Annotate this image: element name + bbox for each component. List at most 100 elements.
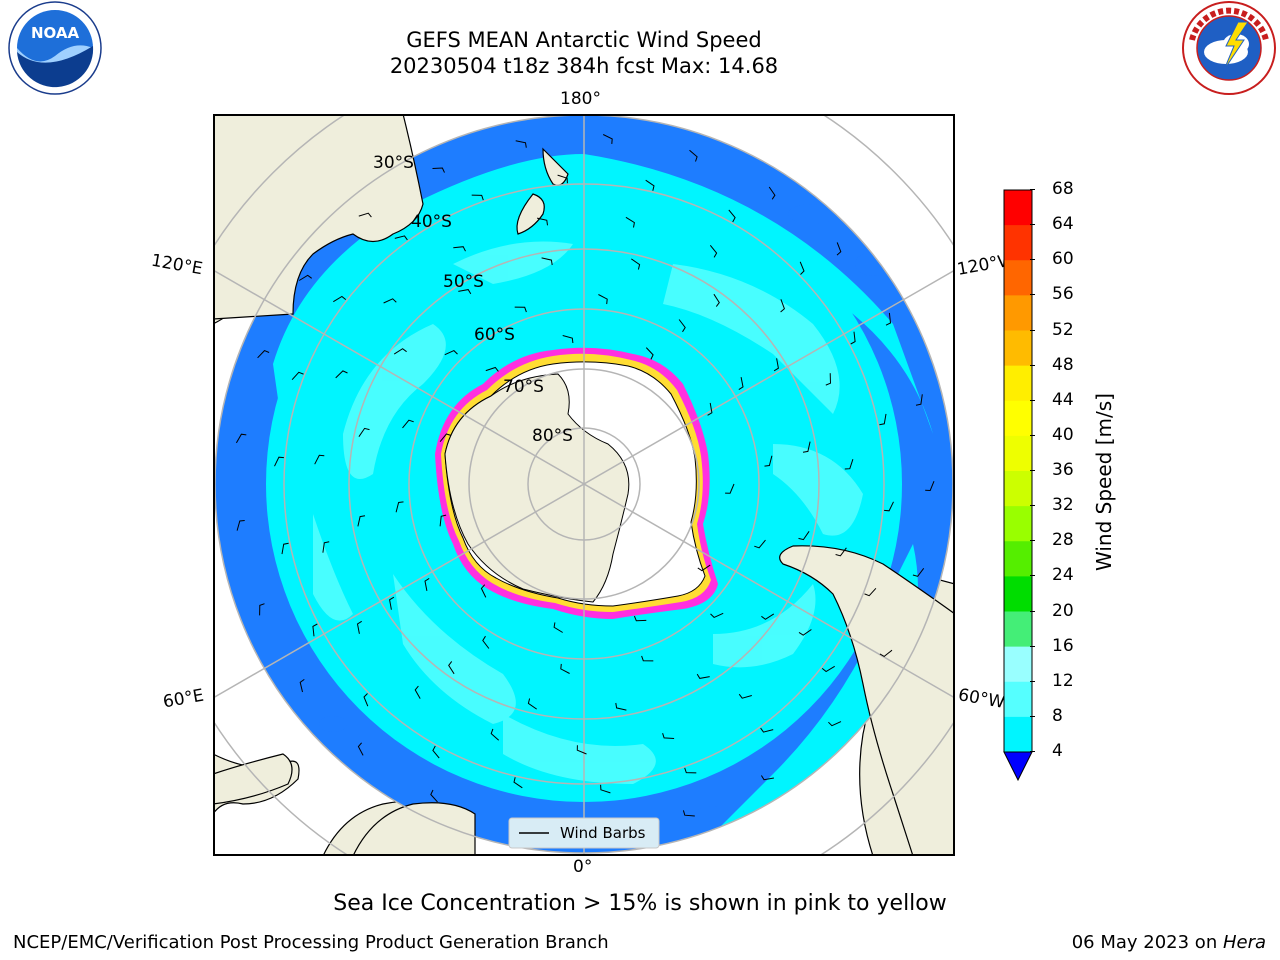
- wind-barb: [448, 661, 455, 675]
- colorbar-segment: [1004, 681, 1032, 718]
- colorbar-tick-label: 64: [1030, 214, 1074, 234]
- wind-barb: [312, 623, 318, 637]
- footer-date-text: 06 May 2023 on: [1071, 932, 1223, 953]
- wind-barb: [678, 319, 686, 333]
- wind-barb: [482, 635, 490, 649]
- wind-barb: [689, 149, 698, 162]
- wind-barb: [395, 501, 404, 513]
- wind-barb: [754, 539, 766, 549]
- wind-barb: [453, 246, 466, 252]
- colorbar-tick-label: 4: [1030, 741, 1063, 761]
- wind-barb: [432, 167, 445, 173]
- wind-barb: [389, 596, 395, 610]
- colorbar-tick-label: 32: [1030, 495, 1074, 515]
- colorbar-segment: [1004, 330, 1032, 367]
- wind-barb: [259, 603, 265, 616]
- footer-branch: NCEP/EMC/Verification Post Processing Pr…: [13, 932, 609, 953]
- wind-barb: [356, 620, 362, 634]
- lat-label-80s: 80°S: [532, 426, 573, 446]
- wind-barb: [625, 216, 635, 228]
- noaa-logo: NOAA: [8, 1, 102, 95]
- map-legend: Wind Barbs: [508, 817, 660, 849]
- wind-barb: [912, 568, 925, 577]
- colorbar-tick-label: 20: [1030, 601, 1074, 621]
- sea-ice-note: Sea Ice Concentration > 15% is shown in …: [333, 891, 947, 916]
- colorbar-segment: [1004, 190, 1032, 226]
- wind-barb: [358, 427, 370, 437]
- wind-barb: [383, 298, 397, 304]
- colorbar-segment: [1004, 611, 1032, 648]
- colorbar-segment: [1004, 400, 1032, 437]
- wind-barb: [485, 366, 499, 372]
- wind-barb: [314, 454, 325, 465]
- map-title: GEFS MEAN Antarctic Wind Speed: [406, 28, 762, 52]
- wind-barb: [836, 242, 842, 256]
- wind-barb: [600, 784, 611, 794]
- wind-barb: [480, 584, 487, 598]
- colorbar-ticks: 68 64 60 56 52 48 44 40 36 32 28 24 20 16 12 8 4: [1030, 179, 1086, 780]
- noaa-logo-text: NOAA: [31, 24, 80, 42]
- wind-barb: [738, 377, 744, 391]
- wind-barb: [710, 612, 724, 618]
- wind-barb: [760, 775, 774, 781]
- wind-barb: [764, 455, 773, 467]
- wind-barb: [553, 622, 563, 633]
- wind-barb: [825, 373, 832, 386]
- wind-barb: [798, 629, 812, 636]
- wind-barb: [850, 331, 856, 345]
- wind-barb: [393, 348, 407, 355]
- wind-barb: [662, 733, 675, 739]
- wind-barb: [802, 441, 811, 453]
- wind-barb: [768, 186, 776, 200]
- wind-barb: [844, 459, 854, 470]
- wind-barb: [394, 235, 408, 241]
- colorbar-tick-label: 52: [1030, 320, 1074, 340]
- wind-barb: [299, 678, 305, 693]
- lat-label-50s: 50°S: [443, 272, 484, 292]
- wind-barb: [615, 702, 627, 711]
- wind-barb: [402, 419, 414, 429]
- colorbar-tick-label: 28: [1030, 530, 1074, 550]
- colorbar-tick-label: 40: [1030, 425, 1074, 445]
- colorbar-segment: [1004, 646, 1032, 683]
- colorbar-tick-label: 44: [1030, 390, 1074, 410]
- wind-barb: [513, 777, 523, 789]
- lon-label-180: 180°: [560, 89, 601, 109]
- footer-machine: Hera: [1222, 932, 1266, 953]
- wind-barb: [645, 179, 655, 191]
- colorbar-segment: [1004, 225, 1032, 261]
- colorbar-tick-label: 12: [1030, 671, 1074, 691]
- wind-barb: [828, 721, 842, 727]
- wind-barb: [414, 685, 421, 699]
- wind-barb: [358, 212, 372, 218]
- wind-barb: [432, 745, 440, 759]
- colorbar-tick-label: 48: [1030, 355, 1074, 375]
- wind-barb: [915, 394, 923, 406]
- colorbar-tick-label: 68: [1030, 179, 1074, 199]
- wind-barb: [236, 520, 245, 531]
- wind-barb: [645, 347, 654, 360]
- wind-barb: [885, 312, 892, 326]
- wind-barb: [235, 433, 247, 444]
- wind-barb: [709, 244, 718, 258]
- wind-barb: [633, 615, 647, 622]
- wind-barb: [707, 402, 713, 416]
- colorbar-segment: [1004, 471, 1032, 507]
- wind-barb: [490, 728, 500, 741]
- wind-barb: [562, 335, 574, 344]
- lat-label-30s: 30°S: [373, 153, 414, 173]
- wind-barb: [257, 350, 270, 359]
- antarctic-map: 30°S 40°S 50°S 60°S 70°S 80°S Wind Barbs: [213, 114, 955, 856]
- wind-barb: [879, 413, 887, 426]
- colorbar-tick-label: 16: [1030, 636, 1074, 656]
- wind-barb: [713, 293, 720, 307]
- wind-barb: [298, 274, 312, 281]
- colorbar-label: Wind Speed [m/s]: [1092, 393, 1116, 571]
- colorbar-segment: [1004, 295, 1032, 331]
- colorbar-segment: [1004, 435, 1032, 472]
- wind-barb: [458, 289, 472, 295]
- colorbar-under-extension: [1003, 751, 1033, 782]
- wind-barb: [798, 531, 810, 541]
- wind-barb: [274, 456, 284, 467]
- wind-barb: [879, 649, 893, 658]
